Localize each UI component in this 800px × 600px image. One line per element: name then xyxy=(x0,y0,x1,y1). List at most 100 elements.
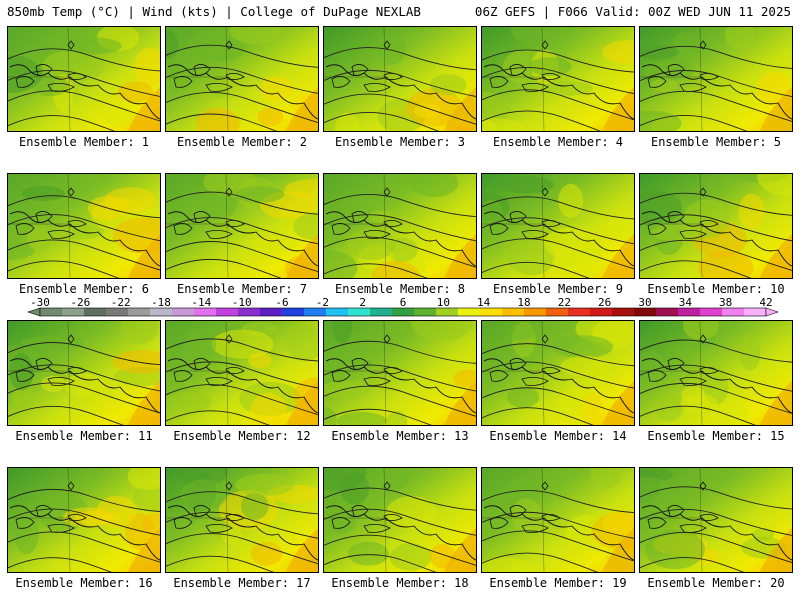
colorbar-swatch xyxy=(172,308,195,316)
colorbar-swatch xyxy=(238,308,261,316)
colorbar-high-arrow xyxy=(765,307,779,317)
ensemble-map-19 xyxy=(481,467,635,573)
map-graphic xyxy=(482,321,634,425)
colorbar-swatch xyxy=(458,308,481,316)
colorbar-swatch xyxy=(414,308,437,316)
ensemble-member-label: Ensemble Member: 10 xyxy=(647,282,785,296)
ensemble-map-9 xyxy=(481,173,635,279)
map-graphic xyxy=(166,27,318,131)
map-graphic xyxy=(166,321,318,425)
ensemble-member-label: Ensemble Member: 11 xyxy=(15,429,153,443)
ensemble-map-5 xyxy=(639,26,793,132)
colorbar-tick-label: -30 xyxy=(30,297,50,309)
header-bar: 850mb Temp (°C) | Wind (kts) | College o… xyxy=(0,0,800,24)
ensemble-map-17 xyxy=(165,467,319,573)
colorbar-tick-label: 30 xyxy=(638,297,651,309)
colorbar-tick-label: -22 xyxy=(111,297,131,309)
ensemble-member-label: Ensemble Member: 8 xyxy=(334,282,466,296)
ensemble-member-label: Ensemble Member: 19 xyxy=(489,576,627,590)
colorbar-swatch xyxy=(62,308,85,316)
colorbar-tick-label: 14 xyxy=(477,297,491,309)
ensemble-map-12 xyxy=(165,320,319,426)
ensemble-member-label: Ensemble Member: 9 xyxy=(492,282,624,296)
colorbar-swatch xyxy=(370,308,393,316)
ensemble-map-11 xyxy=(7,320,161,426)
ensemble-member-label: Ensemble Member: 16 xyxy=(15,576,153,590)
map-graphic xyxy=(324,174,476,278)
colorbar-swatch xyxy=(568,308,591,316)
map-graphic xyxy=(482,27,634,131)
colorbar-swatch xyxy=(590,308,613,316)
colorbar-swatch xyxy=(502,308,525,316)
colorbar-tick-label: 22 xyxy=(558,297,571,309)
ensemble-member-label: Ensemble Member: 1 xyxy=(18,135,150,149)
colorbar-tick-label: 34 xyxy=(679,297,693,309)
map-graphic xyxy=(166,468,318,572)
ensemble-map-16 xyxy=(7,467,161,573)
colorbar-tick-label: 10 xyxy=(437,297,450,309)
colorbar-swatch xyxy=(282,308,305,316)
ensemble-map-2 xyxy=(165,26,319,132)
map-graphic xyxy=(8,174,160,278)
ensemble-map-18 xyxy=(323,467,477,573)
colorbar-swatch xyxy=(634,308,657,316)
colorbar-tick-label: -18 xyxy=(151,297,171,309)
run-valid-time: 06Z GEFS | F066 Valid: 00Z WED JUN 11 20… xyxy=(474,4,791,19)
colorbar-tick-label: -14 xyxy=(191,297,211,309)
colorbar-swatch xyxy=(216,308,239,316)
colorbar-tick-label: 6 xyxy=(400,297,407,309)
colorbar-swatch xyxy=(480,308,503,316)
map-graphic xyxy=(640,174,792,278)
ensemble-member-label: Ensemble Member: 20 xyxy=(647,576,785,590)
colorbar-tick-label: 42 xyxy=(759,297,772,309)
ensemble-member-label: Ensemble Member: 18 xyxy=(331,576,469,590)
colorbar-swatch xyxy=(678,308,701,316)
ensemble-member-label: Ensemble Member: 2 xyxy=(176,135,308,149)
map-graphic xyxy=(8,468,160,572)
map-graphic xyxy=(8,27,160,131)
colorbar-tick-label: -2 xyxy=(316,297,329,309)
colorbar-tick-label: 2 xyxy=(359,297,366,309)
map-graphic xyxy=(324,468,476,572)
colorbar-swatch xyxy=(194,308,217,316)
colorbar-graphic: -30 -26 -22 -18 -14 -10 -6 -2 2 6 10 14 18 22 26 30 34 38… xyxy=(27,297,779,317)
colorbar-tick-label: -26 xyxy=(70,297,90,309)
map-graphic xyxy=(640,27,792,131)
colorbar-swatch xyxy=(700,308,723,316)
ensemble-map-8 xyxy=(323,173,477,279)
ensemble-member-label: Ensemble Member: 13 xyxy=(331,429,469,443)
colorbar-tick-label: 38 xyxy=(719,297,732,309)
colorbar-swatch xyxy=(128,308,151,316)
colorbar-swatch xyxy=(722,308,745,316)
map-graphic xyxy=(482,174,634,278)
ensemble-member-label: Ensemble Member: 15 xyxy=(647,429,785,443)
colorbar-tick-label: -10 xyxy=(232,297,252,309)
ensemble-map-7 xyxy=(165,173,319,279)
map-graphic xyxy=(324,321,476,425)
colorbar-swatch xyxy=(84,308,107,316)
colorbar-swatch xyxy=(106,308,129,316)
ensemble-member-label: Ensemble Member: 3 xyxy=(334,135,466,149)
temperature-colorbar: -30 -26 -22 -18 -14 -10 -6 -2 2 6 10 14 18 22 26 30 34 38… xyxy=(0,297,800,319)
ensemble-map-14 xyxy=(481,320,635,426)
colorbar-swatch xyxy=(436,308,459,316)
ensemble-member-label: Ensemble Member: 17 xyxy=(173,576,311,590)
ensemble-map-1 xyxy=(7,26,161,132)
ensemble-member-label: Ensemble Member: 14 xyxy=(489,429,627,443)
ensemble-member-label: Ensemble Member: 4 xyxy=(492,135,624,149)
ensemble-member-label: Ensemble Member: 6 xyxy=(18,282,150,296)
ensemble-member-label: Ensemble Member: 7 xyxy=(176,282,308,296)
colorbar-swatch xyxy=(612,308,635,316)
ensemble-map-6 xyxy=(7,173,161,279)
map-graphic xyxy=(640,321,792,425)
colorbar-swatch xyxy=(546,308,569,316)
colorbar-swatch xyxy=(40,308,63,316)
colorbar-swatch xyxy=(524,308,547,316)
map-graphic xyxy=(166,174,318,278)
colorbar-swatch xyxy=(326,308,349,316)
ensemble-map-10 xyxy=(639,173,793,279)
colorbar-swatch xyxy=(744,308,767,316)
colorbar-tick-label: 18 xyxy=(517,297,530,309)
colorbar-low-arrow xyxy=(27,307,41,317)
map-graphic xyxy=(324,27,476,131)
